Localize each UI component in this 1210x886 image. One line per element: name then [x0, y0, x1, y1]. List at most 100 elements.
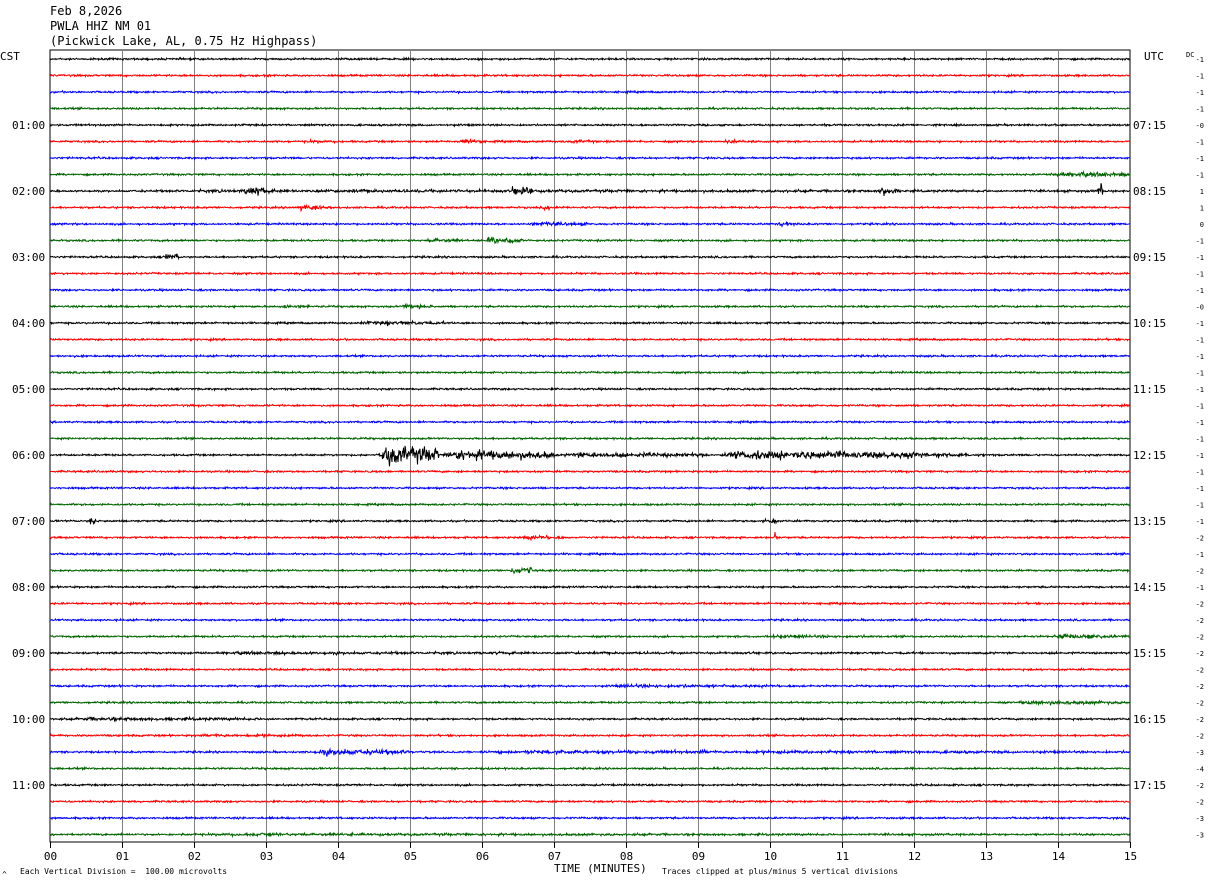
dc-offset-label: -1	[1196, 584, 1204, 592]
seismic-trace	[49, 270, 1131, 277]
dc-offset-label: -2	[1196, 733, 1204, 741]
cst-hour-label: 05:00	[12, 383, 45, 396]
dc-offset-label: -1	[1196, 386, 1204, 394]
dc-offset-label: -1	[1196, 271, 1204, 279]
dc-offset-label: -2	[1196, 601, 1204, 609]
seismic-trace	[49, 105, 1131, 112]
cst-hour-label: 03:00	[12, 251, 45, 264]
dc-offset-label: -1	[1196, 155, 1204, 163]
scale-note: Each Vertical Division = 100.00 microvol…	[20, 867, 228, 876]
utc-hour-label: 11:15	[1133, 383, 1166, 396]
dc-offset-label: -1	[1196, 353, 1204, 361]
seismic-trace	[49, 435, 1131, 442]
dc-offset-label: -1	[1196, 337, 1204, 345]
x-tick-label: 05	[404, 850, 417, 863]
dc-offset-label: -1	[1196, 551, 1204, 559]
dc-offset-label: -1	[1196, 139, 1204, 147]
seismic-trace	[49, 566, 1131, 575]
seismic-trace	[49, 747, 1131, 757]
dc-offset-label: -2	[1196, 782, 1204, 790]
seismic-trace	[49, 220, 1131, 228]
seismic-trace	[49, 319, 1131, 327]
cst-hour-label: 07:00	[12, 515, 45, 528]
clip-note: Traces clipped at plus/minus 5 vertical …	[662, 867, 899, 876]
seismic-trace	[49, 649, 1131, 657]
dc-offset-label: -1	[1196, 436, 1204, 444]
dc-offset-label: -1	[1196, 403, 1204, 411]
seismic-trace	[49, 402, 1131, 409]
dc-offset-label: -2	[1196, 716, 1204, 724]
seismic-trace	[49, 531, 1131, 541]
dc-offset-label: -1	[1196, 419, 1204, 427]
dc-offset-label: -1	[1196, 238, 1204, 246]
dc-offset-label: -2	[1196, 683, 1204, 691]
x-tick-label: 13	[980, 850, 993, 863]
utc-hour-label: 08:15	[1133, 185, 1166, 198]
dc-offset-label: -2	[1196, 700, 1204, 708]
dc-offset-label: -1	[1196, 287, 1204, 295]
seismic-trace	[49, 485, 1131, 491]
dc-offset-label: -1	[1196, 254, 1204, 262]
x-tick-label: 11	[836, 850, 849, 863]
seismic-trace	[49, 831, 1131, 839]
dc-offset-label: -2	[1196, 634, 1204, 642]
seismic-trace	[49, 183, 1131, 196]
seismic-trace	[49, 682, 1131, 690]
seismic-trace	[49, 551, 1131, 558]
utc-hour-label: 16:15	[1133, 713, 1166, 726]
dc-offset-label: 0	[1200, 221, 1204, 229]
utc-hour-label: 12:15	[1133, 449, 1166, 462]
seismic-trace	[49, 517, 1131, 526]
x-tick-label: 01	[116, 850, 129, 863]
cst-hour-label: 04:00	[12, 317, 45, 330]
seismic-trace	[49, 732, 1131, 740]
seismic-trace	[49, 699, 1131, 707]
plot-date: Feb 8,2026	[50, 4, 123, 18]
corner-mark: ^	[2, 870, 7, 879]
seismic-trace	[49, 72, 1131, 79]
dc-offset-label: -0	[1196, 304, 1204, 312]
seismic-trace	[49, 287, 1131, 293]
seismic-trace	[49, 302, 1131, 310]
x-axis-title: TIME (MINUTES)	[554, 862, 647, 875]
utc-hour-label: 13:15	[1133, 515, 1166, 528]
seismic-trace	[49, 353, 1131, 359]
seismic-trace	[49, 782, 1131, 788]
seismic-trace	[49, 419, 1131, 426]
seismic-trace	[49, 468, 1131, 475]
dc-offset-label: -1	[1196, 518, 1204, 526]
cst-hour-label: 10:00	[12, 713, 45, 726]
seismic-trace	[49, 617, 1131, 623]
seismic-trace	[49, 815, 1131, 821]
dc-offset-label: -1	[1196, 485, 1204, 493]
utc-hour-label: 14:15	[1133, 581, 1166, 594]
x-tick-label: 15	[1124, 850, 1137, 863]
x-tick-label: 07	[548, 850, 561, 863]
x-tick-label: 03	[260, 850, 273, 863]
x-tick-label: 06	[476, 850, 489, 863]
seismic-trace	[49, 386, 1131, 392]
x-tick-label: 09	[692, 850, 705, 863]
dc-offset-label: -2	[1196, 535, 1204, 543]
dc-offset-label: -2	[1196, 617, 1204, 625]
utc-hour-label: 10:15	[1133, 317, 1166, 330]
dc-offset-label: -1	[1196, 370, 1204, 378]
utc-hour-label: 09:15	[1133, 251, 1166, 264]
seismic-trace	[49, 584, 1131, 590]
x-tick-label: 00	[44, 850, 57, 863]
seismic-trace	[49, 137, 1131, 145]
dc-offset-label: -2	[1196, 799, 1204, 807]
seismic-trace	[49, 632, 1131, 640]
x-tick-label: 08	[620, 850, 633, 863]
dc-offset-label: -2	[1196, 667, 1204, 675]
seismic-trace	[49, 765, 1131, 772]
dc-offset-label: -0	[1196, 122, 1204, 130]
x-tick-label: 14	[1052, 850, 1066, 863]
dc-offset-label: -1	[1196, 89, 1204, 97]
seismic-trace	[49, 798, 1131, 805]
seismic-trace	[49, 236, 1131, 245]
left-axis-label: CST	[0, 50, 20, 63]
x-tick-label: 04	[332, 850, 346, 863]
cst-hour-label: 11:00	[12, 779, 45, 792]
seismic-trace	[49, 155, 1131, 161]
